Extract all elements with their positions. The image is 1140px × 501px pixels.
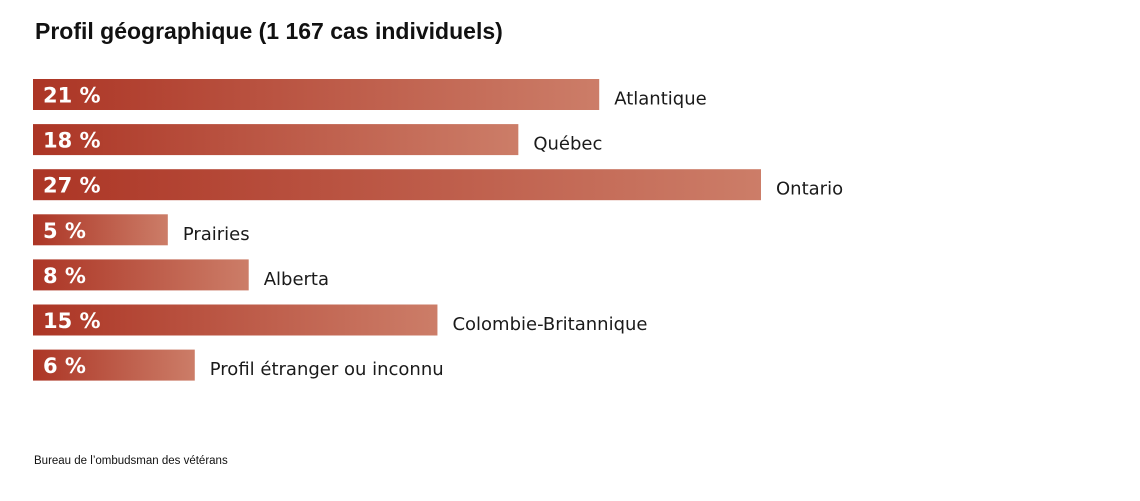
bar-category-label: Profil étranger ou inconnu <box>210 359 444 380</box>
bar-value-label: 21 % <box>43 84 101 108</box>
chart-title: Profil géographique (1 167 cas individue… <box>35 18 503 44</box>
bar-category-label: Québec <box>533 134 602 155</box>
bar-value-label: 8 % <box>43 264 86 288</box>
bar-chart: 21 % Atlantique 18 % Québec 27 % Ontario 5 % Pr… <box>33 79 843 381</box>
bar-3 <box>33 214 168 246</box>
bar-value-label: 27 % <box>43 174 101 198</box>
bar-category-label: Alberta <box>264 269 329 290</box>
bar-category-label: Ontario <box>776 179 843 200</box>
bar-value-label: 15 % <box>43 309 101 333</box>
bar-value-label: 5 % <box>43 219 86 243</box>
bar-1 <box>33 124 519 156</box>
bar-5 <box>33 304 438 336</box>
bar-4 <box>33 259 249 291</box>
bar-value-label: 6 % <box>43 354 86 378</box>
bar-category-label: Colombie-Britannique <box>452 314 647 335</box>
bar-2 <box>33 169 761 201</box>
bars-group: 21 % Atlantique 18 % Québec 27 % Ontario 5 % Pr… <box>33 79 843 381</box>
bar-6 <box>33 349 195 381</box>
bar-category-label: Prairies <box>183 224 250 245</box>
bar-value-label: 18 % <box>43 129 101 153</box>
bar-category-label: Atlantique <box>614 89 706 110</box>
source-footer: Bureau de l’ombudsman des vétérans <box>34 455 228 467</box>
bar-0 <box>33 79 600 110</box>
